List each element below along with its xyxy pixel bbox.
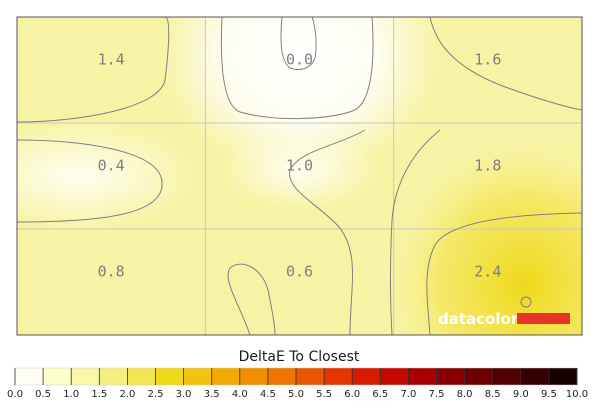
colorbar-segment (71, 368, 100, 385)
cell-value-label: 2.4 (474, 262, 501, 280)
cell-value-label: 0.8 (98, 262, 125, 280)
colorbar-tick-label: 0.0 (7, 389, 23, 400)
colorbar-tick-label: 9.5 (541, 389, 557, 400)
colorbar-segment (380, 368, 409, 385)
datacolor-logo: datacolor (438, 310, 570, 328)
colorbar-segment (15, 368, 44, 385)
colorbar-tick-label: 2.0 (119, 389, 135, 400)
pale-region-top (160, 17, 440, 175)
chart-title: DeltaE To Closest (239, 349, 360, 365)
colorbar-tick-label: 6.5 (372, 389, 388, 400)
colorbar-tick-label: 6.0 (344, 389, 360, 400)
colorbar: 0.0 0.5 1.0 1.5 2.0 2.5 3.0 3.5 4.0 4.5 5.0 5.5 6.0 6… (7, 367, 588, 400)
contour-line (280, 17, 317, 71)
pale-region-center (220, 130, 380, 210)
colorbar-tick-label: 7.5 (429, 389, 445, 400)
plot-frame (16, 16, 583, 336)
colorbar-segment (267, 368, 297, 385)
cell-value-label: 1.0 (286, 156, 313, 174)
heatmap-surface: 1.4 0.0 1.6 0.4 1.0 1.8 0.8 0.6 2.4 datacolor (17, 17, 582, 335)
colorbar-segment (99, 368, 128, 385)
cell-value-label: 0.4 (98, 156, 125, 174)
contour-line (390, 129, 441, 335)
cell-value-label: 1.4 (98, 50, 125, 68)
colorbar-tick-label: 4.0 (232, 389, 248, 400)
contour-line (429, 17, 582, 111)
colorbar-segment (436, 368, 466, 385)
colorbar-segment (492, 368, 522, 385)
colorbar-segment (127, 368, 156, 385)
contour-line (227, 263, 276, 335)
colorbar-segment (155, 368, 185, 385)
colorbar-tick-label: 7.0 (400, 389, 416, 400)
contour-line (220, 17, 374, 120)
colorbar-segment (296, 368, 325, 385)
colorbar-segment (408, 368, 437, 385)
logo-text: datacolor (438, 310, 519, 328)
colorbar-tick-label: 0.5 (35, 389, 51, 400)
gridlines (17, 17, 582, 335)
colorbar-tick-label: 10.0 (566, 389, 588, 400)
colorbar-segment (352, 368, 381, 385)
colorbar-tick-label: 5.0 (288, 389, 304, 400)
cell-value-label: 0.0 (286, 50, 313, 68)
pale-region-left (17, 120, 200, 230)
colorbar-tick-label: 3.5 (204, 389, 220, 400)
colorbar-tick-label: 5.5 (316, 389, 332, 400)
colorbar-segment (43, 368, 72, 385)
colorbar-segment (464, 368, 494, 385)
contour-line (520, 296, 532, 308)
cell-value-labels: 1.4 0.0 1.6 0.4 1.0 1.8 0.8 0.6 2.4 (98, 50, 502, 280)
colorbar-tick-label: 2.5 (148, 389, 164, 400)
cell-value-label: 1.8 (474, 156, 501, 174)
colorbar-segment (548, 368, 578, 385)
colorbar-tick-label: 8.0 (457, 389, 473, 400)
colorbar-tick-label: 1.5 (91, 389, 107, 400)
colorbar-tick-label: 1.0 (63, 389, 79, 400)
colorbar-segment (239, 368, 269, 385)
cell-value-label: 1.6 (474, 50, 501, 68)
colorbar-segment (324, 368, 353, 385)
plot-area: 1.4 0.0 1.6 0.4 1.0 1.8 0.8 0.6 2.4 datacolor (16, 16, 583, 336)
contour-lines (17, 17, 582, 335)
colorbar-segment (211, 368, 241, 385)
colorbar-segment (520, 368, 550, 385)
colorbar-tick-label: 4.5 (260, 389, 276, 400)
colorbar-segment (183, 368, 213, 385)
contour-line (426, 212, 582, 335)
colorbar-tick-label: 3.0 (176, 389, 192, 400)
contour-line (17, 139, 163, 223)
cell-value-label: 0.6 (286, 262, 313, 280)
contour-line (17, 17, 170, 123)
contour-line (289, 129, 366, 335)
colorbar-tick-label: 8.5 (485, 389, 501, 400)
logo-bar (517, 313, 570, 324)
colorbar-tick-label: 9.0 (513, 389, 529, 400)
warm-region (388, 130, 582, 335)
